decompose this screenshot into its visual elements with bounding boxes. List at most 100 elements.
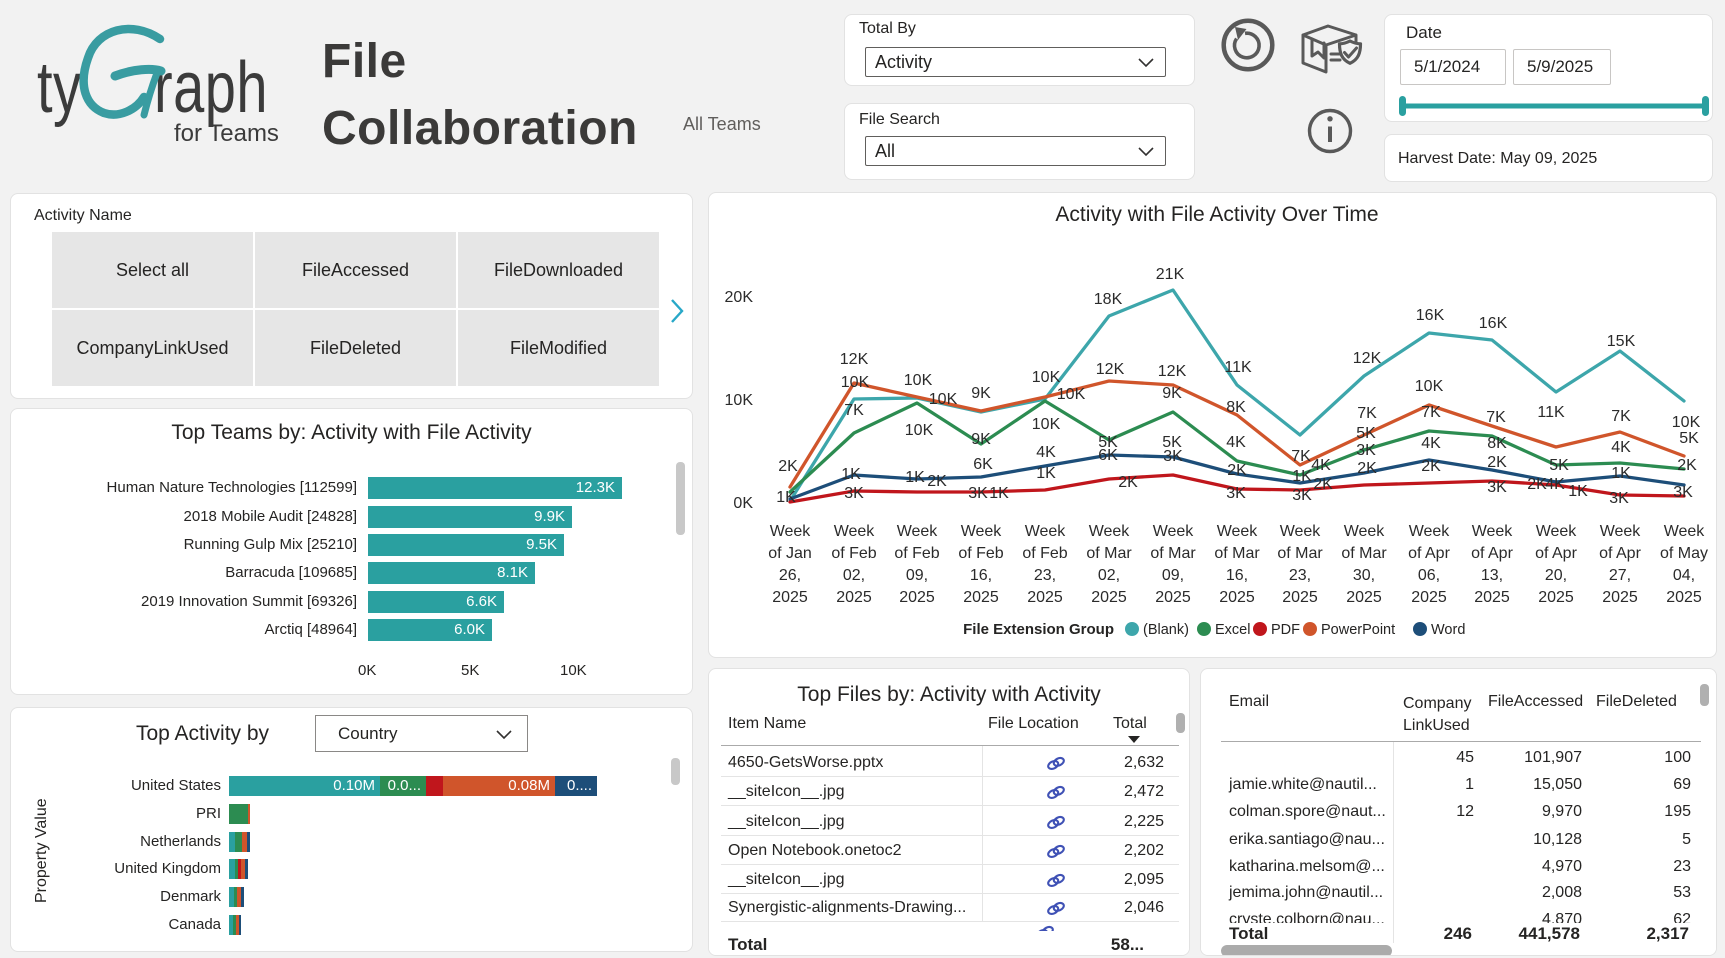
svg-text:ty: ty — [37, 46, 82, 128]
svg-text:for Teams: for Teams — [174, 120, 279, 147]
svg-text:5K: 5K — [1549, 457, 1569, 474]
svg-text:3K: 3K — [968, 485, 988, 502]
svg-text:2025: 2025 — [1155, 589, 1191, 606]
svg-text:10K: 10K — [904, 372, 933, 389]
svg-text:1K: 1K — [776, 489, 796, 506]
svg-text:10K: 10K — [725, 392, 754, 409]
svg-text:09,: 09, — [906, 567, 928, 584]
svg-text:7K: 7K — [1357, 405, 1377, 422]
svg-text:11K: 11K — [1224, 359, 1252, 376]
svg-text:of Apr: of Apr — [1535, 545, 1577, 562]
svg-text:2025: 2025 — [1027, 589, 1063, 606]
svg-text:16K: 16K — [1416, 307, 1445, 324]
svg-text:Week: Week — [961, 523, 1003, 540]
svg-text:12K: 12K — [1158, 363, 1187, 380]
svg-text:23,: 23, — [1034, 567, 1056, 584]
svg-text:12K: 12K — [1096, 361, 1125, 378]
svg-text:1K: 1K — [1036, 465, 1056, 482]
svg-text:of Feb: of Feb — [831, 545, 876, 562]
svg-text:7K: 7K — [844, 402, 864, 419]
svg-text:2K: 2K — [1527, 476, 1547, 493]
svg-text:2K: 2K — [1421, 458, 1441, 475]
svg-text:4K: 4K — [1036, 444, 1056, 461]
svg-text:1K: 1K — [905, 469, 925, 486]
svg-text:1K: 1K — [1292, 468, 1312, 485]
svg-text:2025: 2025 — [963, 589, 999, 606]
svg-text:7K: 7K — [1421, 404, 1441, 421]
svg-text:9K: 9K — [971, 385, 991, 402]
svg-text:File Extension Group: File Extension Group — [963, 621, 1114, 638]
svg-text:PDF: PDF — [1271, 622, 1300, 638]
svg-text:2025: 2025 — [1666, 589, 1702, 606]
svg-text:of Feb: of Feb — [1022, 545, 1067, 562]
svg-text:7K: 7K — [1611, 408, 1631, 425]
svg-text:3K: 3K — [1356, 442, 1376, 459]
svg-text:1K: 1K — [1611, 465, 1631, 482]
svg-text:of Mar: of Mar — [1341, 545, 1387, 562]
svg-text:10K: 10K — [929, 391, 958, 408]
svg-text:1K: 1K — [1568, 483, 1588, 500]
svg-text:10K: 10K — [1057, 386, 1086, 403]
svg-text:of Feb: of Feb — [894, 545, 939, 562]
svg-text:1K: 1K — [841, 466, 861, 483]
svg-text:5K: 5K — [1098, 434, 1118, 451]
svg-text:Week: Week — [1409, 523, 1451, 540]
svg-text:06,: 06, — [1418, 567, 1440, 584]
svg-text:Week: Week — [1153, 523, 1195, 540]
svg-text:1K: 1K — [989, 485, 1009, 502]
svg-text:04,: 04, — [1673, 567, 1695, 584]
svg-text:Activity with File Activity Ov: Activity with File Activity Over Time — [1055, 203, 1378, 226]
svg-text:Week: Week — [1664, 523, 1706, 540]
svg-text:of Mar: of Mar — [1277, 545, 1323, 562]
svg-text:Week: Week — [1217, 523, 1259, 540]
svg-text:18K: 18K — [1094, 291, 1123, 308]
svg-text:2025: 2025 — [1538, 589, 1574, 606]
svg-text:Week: Week — [1344, 523, 1386, 540]
svg-text:6K: 6K — [973, 456, 993, 473]
svg-text:2K: 2K — [927, 473, 947, 490]
svg-text:2025: 2025 — [836, 589, 872, 606]
svg-text:of Apr: of Apr — [1599, 545, 1641, 562]
svg-text:3K: 3K — [1292, 487, 1312, 504]
svg-text:11K: 11K — [1537, 404, 1565, 421]
svg-text:2025: 2025 — [1091, 589, 1127, 606]
svg-text:5K: 5K — [1679, 430, 1699, 447]
svg-text:2K: 2K — [1227, 462, 1247, 479]
svg-text:2K: 2K — [1313, 476, 1333, 493]
svg-text:10K: 10K — [1415, 378, 1444, 395]
svg-text:20K: 20K — [725, 289, 754, 306]
svg-text:of Mar: of Mar — [1150, 545, 1196, 562]
svg-text:raph: raph — [154, 46, 268, 128]
svg-text:of Mar: of Mar — [1214, 545, 1260, 562]
svg-text:2K: 2K — [1357, 460, 1377, 477]
svg-text:Week: Week — [1280, 523, 1322, 540]
svg-text:09,: 09, — [1162, 567, 1184, 584]
svg-text:10K: 10K — [1672, 414, 1701, 431]
svg-text:13,: 13, — [1481, 567, 1503, 584]
svg-text:23,: 23, — [1289, 567, 1311, 584]
svg-text:Week: Week — [1536, 523, 1578, 540]
svg-text:27,: 27, — [1609, 567, 1631, 584]
svg-text:21K: 21K — [1156, 266, 1185, 283]
svg-text:of May: of May — [1660, 545, 1708, 562]
svg-text:0K: 0K — [733, 495, 753, 512]
svg-text:2K: 2K — [1487, 454, 1507, 471]
svg-text:2025: 2025 — [1411, 589, 1447, 606]
svg-text:2025: 2025 — [1346, 589, 1382, 606]
svg-text:30,: 30, — [1353, 567, 1375, 584]
svg-text:Week: Week — [1025, 523, 1067, 540]
svg-text:Week: Week — [770, 523, 812, 540]
svg-text:of Jan: of Jan — [768, 545, 812, 562]
svg-text:4K: 4K — [1311, 457, 1331, 474]
svg-text:9K: 9K — [971, 431, 991, 448]
svg-text:3K: 3K — [1163, 448, 1183, 465]
svg-text:2K: 2K — [778, 458, 798, 475]
svg-text:2025: 2025 — [1219, 589, 1255, 606]
svg-text:5K: 5K — [1356, 425, 1376, 442]
svg-text:2K: 2K — [1677, 457, 1697, 474]
svg-text:Week: Week — [1089, 523, 1131, 540]
svg-text:9K: 9K — [1162, 385, 1182, 402]
svg-text:PowerPoint: PowerPoint — [1321, 622, 1395, 638]
svg-text:16,: 16, — [1226, 567, 1248, 584]
svg-text:4K: 4K — [1545, 476, 1565, 493]
